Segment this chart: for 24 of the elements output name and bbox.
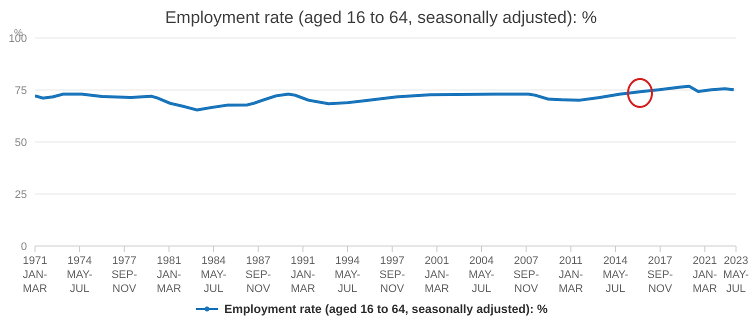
legend-label: Employment rate (aged 16 to 64, seasonally adjusted): % — [224, 302, 548, 316]
x-tick-label: 1981 JAN-MAR — [156, 255, 182, 295]
x-tick-label: 2023 MAY-JUL — [723, 255, 750, 295]
x-tick-label: 1994 MAY-JUL — [334, 255, 361, 295]
x-tick-label: 1984 MAY-JUL — [200, 255, 227, 295]
x-tick-label: 2001 JAN-MAR — [424, 255, 450, 295]
x-tick-label: 2017 SEP-NOV — [647, 255, 674, 295]
x-tick-label: 1991 JAN-MAR — [290, 255, 316, 295]
x-tick-label: 1974 MAY-JUL — [66, 255, 93, 295]
y-tick-label: 50 — [14, 136, 27, 149]
x-tick-label: 2011 JAN-MAR — [558, 255, 584, 295]
y-tick-label: 25 — [14, 188, 27, 201]
line-series — [35, 84, 736, 112]
x-tick-label: 2021 JAN-MAR — [692, 255, 718, 295]
x-tick-label: 2007 SEP-NOV — [513, 255, 540, 295]
x-tick-label: 1987 SEP-NOV — [245, 255, 272, 295]
x-tick-label: 1997 SEP-NOV — [379, 255, 406, 295]
x-tick-label: 2004 MAY-JUL — [468, 255, 495, 295]
x-tick-label: 1977 SEP-NOV — [111, 255, 138, 295]
x-tick-label: 1971 JAN-MAR — [22, 255, 48, 295]
chart-title: Employment rate (aged 16 to 64, seasonally adjusted): % — [164, 8, 598, 28]
x-tick-label: 2014 MAY-JUL — [602, 255, 629, 295]
y-tick-label: 75 — [14, 84, 27, 97]
y-tick-label: 0 — [20, 240, 27, 253]
